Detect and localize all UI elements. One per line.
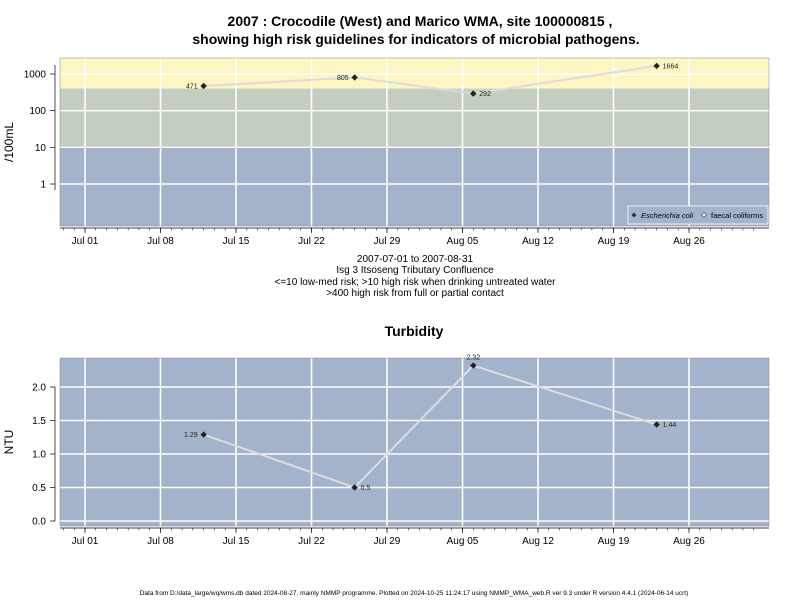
top-x-tick-label: Jul 01 [72,236,99,247]
bottom-y-axis-label: NTU [2,430,16,455]
footer-note: Data from D:/data_large/wq/wms.db dated … [140,590,689,597]
top-y-axis-label: /100mL [2,122,16,162]
legend-faecal-label: faecal coliforms [711,211,763,220]
bottom-y-tick-label: 0.5 [32,483,46,494]
bottom-x-tick-label: Jul 15 [223,536,250,547]
bottom-y-tick-label: 0.0 [32,517,46,528]
turbidity-point [200,431,207,438]
chart-title-line1: 2007 : Crocodile (West) and Marico WMA, … [228,13,613,29]
bottom-x-tick-label: Aug 26 [673,536,705,547]
band-high-drinking [60,88,769,148]
turbidity-point-label: 1.29 [184,432,198,439]
top-y-tick-label: 10 [35,143,47,154]
ecoli-point-label: 805 [337,75,349,82]
bottom-series: 1.29 0.5 2.32 1.44 [184,355,676,492]
legend-ecoli-marker [631,212,637,218]
turbidity-point-label: 1.44 [663,422,677,429]
low-risk-note: <=10 low-med risk; >10 high risk when dr… [275,277,557,288]
ecoli-point-label: 1664 [663,63,679,70]
bottom-x-tick-label: Jul 08 [147,536,174,547]
ecoli-point-label: 292 [479,91,491,98]
top-series: 471 805 292 1664 [186,62,679,98]
ecoli-point-label: 471 [186,83,198,90]
top-x-tick-label: Aug 12 [522,236,554,247]
bottom-x-tick-label: Aug 05 [447,536,479,547]
bottom-gridlines [59,357,770,527]
top-x-tick-label: Jul 08 [147,236,174,247]
turbidity-panel: 0.0 0.5 1.0 1.5 2.0 Jul 01 Jul 08 Jul 15 Jul 22 J… [2,355,770,547]
legend-box [627,205,769,225]
microbial-panel: 1000 100 10 1 Jul 01 Jul 08 Jul 15 Jul 22 Jul 29… [2,57,770,247]
top-y-tick-label: 1 [40,180,46,191]
turbidity-series-line [203,364,657,489]
bottom-y-tick-label: 1.0 [32,450,46,461]
top-axes: 1000 100 10 1 Jul 01 Jul 08 Jul 15 Jul 22 Jul 29… [24,65,769,247]
top-x-tick-label: Aug 05 [447,236,479,247]
bottom-x-tick-label: Jul 01 [72,536,99,547]
turbidity-plot-area [60,358,769,526]
top-x-tick-label: Jul 22 [298,236,325,247]
chart-title-line2: showing high risk guidelines for indicat… [192,31,639,47]
bottom-y-tick-label: 1.5 [32,416,46,427]
turbidity-point-label: 0.5 [361,485,371,492]
bottom-x-tick-label: Aug 12 [522,536,554,547]
ecoli-point [351,74,358,81]
ecoli-point [200,82,207,90]
bottom-y-tick-label: 2.0 [32,383,46,394]
turbidity-point-label: 2.32 [466,355,480,362]
bottom-x-tick-label: Jul 29 [374,536,401,547]
turbidity-point [653,421,660,428]
bottom-axes: 0.0 0.5 1.0 1.5 2.0 Jul 01 Jul 08 Jul 15 Jul 22 J… [32,383,769,547]
top-y-tick-label: 100 [29,106,46,117]
legend-faecal-marker [701,212,707,218]
turbidity-title: Turbidity [385,323,444,339]
top-plot-border [59,57,770,227]
ecoli-point [653,62,660,70]
ecoli-series-line [203,64,657,95]
top-y-tick-label: 1000 [24,70,47,81]
bottom-x-tick-label: Aug 19 [598,536,630,547]
turbidity-point [470,362,477,369]
top-x-tick-label: Aug 19 [598,236,630,247]
band-high-contact [60,58,769,89]
date-range-text: 2007-07-01 to 2007-08-31 [357,254,474,265]
high-risk-note: >400 high risk from full or partial cont… [326,288,504,299]
top-x-tick-label: Jul 15 [223,236,250,247]
legend-ecoli-label: Escherichia coli [641,211,693,220]
ecoli-point [470,90,477,97]
bottom-plot-border [59,357,770,527]
site-name-text: Isg 3 Itsoseng Tributary Confluence [336,265,494,276]
bottom-x-tick-label: Jul 22 [298,536,325,547]
top-x-tick-label: Jul 29 [374,236,401,247]
top-x-tick-label: Aug 26 [673,236,705,247]
top-gridlines [59,57,770,227]
turbidity-point [351,484,358,491]
legend: Escherichia coli faecal coliforms [627,205,769,225]
